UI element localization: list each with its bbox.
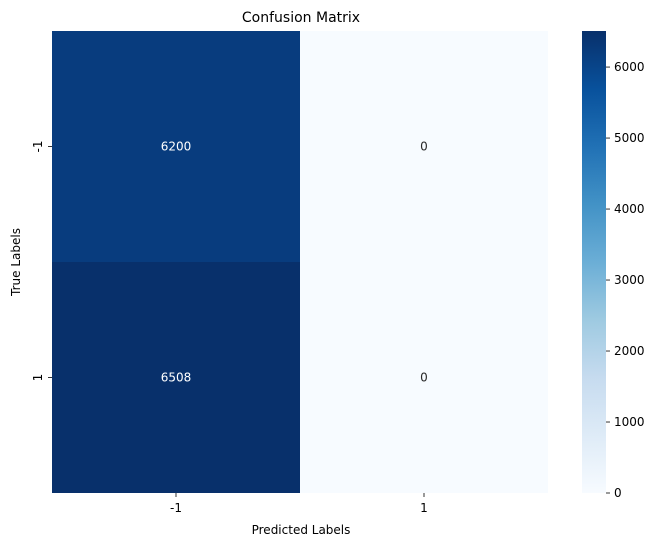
heatmap-cell-labels: 6200 0 6508 0 — [161, 140, 428, 385]
colorbar-tick-label: 3000 — [614, 273, 645, 287]
heatmap-cell — [300, 31, 548, 262]
heatmap-cell-label: 0 — [420, 371, 428, 385]
colorbar-tick-label: 2000 — [614, 344, 645, 358]
heatmap-cell — [52, 31, 300, 262]
chart-title: Confusion Matrix — [242, 10, 360, 26]
x-axis-ticks: -1 1 — [170, 493, 428, 515]
y-tick-label: -1 — [31, 141, 45, 153]
colorbar-tick-label: 0 — [614, 486, 622, 500]
y-tick-label: 1 — [31, 374, 45, 382]
colorbar-tick-label: 6000 — [614, 60, 645, 74]
heatmap-cell-label: 6508 — [161, 371, 192, 385]
y-axis-ticks: -1 1 — [31, 141, 52, 382]
heatmap-cell-label: 6200 — [161, 140, 192, 154]
colorbar-tick-label: 4000 — [614, 202, 645, 216]
x-axis-label: Predicted Labels — [252, 523, 351, 537]
heatmap-cells — [52, 31, 548, 493]
x-tick-label: 1 — [420, 501, 428, 515]
heatmap-cell-label: 0 — [420, 140, 428, 154]
colorbar-tick-label: 5000 — [614, 131, 645, 145]
heatmap-cell — [300, 262, 548, 493]
colorbar — [582, 31, 606, 493]
colorbar-ticks: 0 1000 2000 3000 4000 5000 6000 — [606, 60, 645, 500]
colorbar-tick-label: 1000 — [614, 415, 645, 429]
y-axis-label: True Labels — [9, 228, 23, 297]
heatmap-cell — [52, 262, 300, 493]
x-tick-label: -1 — [170, 501, 182, 515]
